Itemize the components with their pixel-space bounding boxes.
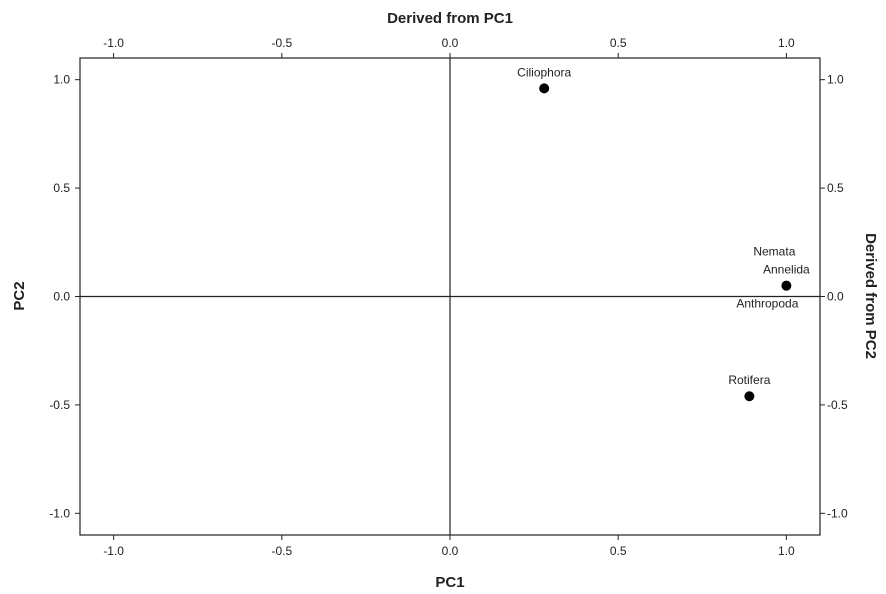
y-left-tick-label: 0.5 bbox=[53, 181, 70, 195]
y-right-tick-label: -1.0 bbox=[827, 506, 848, 520]
x-bottom-tick-label: 1.0 bbox=[778, 544, 795, 558]
x-top-tick-label: 0.0 bbox=[442, 36, 459, 50]
point-label: Ciliophora bbox=[517, 65, 571, 79]
y-right-tick-label: 0.0 bbox=[827, 290, 844, 304]
data-points: Ciliophora Rotifera Nemata Annelida Anthropo… bbox=[517, 65, 810, 402]
x-bottom-tick-label: -1.0 bbox=[103, 544, 124, 558]
point-label: Nemata bbox=[753, 245, 795, 259]
y-left-tick-label: -1.0 bbox=[49, 506, 70, 520]
point-label: Anthropoda bbox=[736, 297, 798, 311]
x-axis-title: PC1 bbox=[435, 574, 464, 591]
y-left-tick-label: -0.5 bbox=[49, 398, 70, 412]
y-right-tick-label: -0.5 bbox=[827, 398, 848, 412]
data-point bbox=[744, 391, 755, 402]
x-bottom-tick-label: 0.5 bbox=[610, 544, 627, 558]
point-label: Annelida bbox=[763, 263, 810, 277]
data-point bbox=[539, 83, 550, 94]
point-label: Rotifera bbox=[728, 373, 770, 387]
x-top-tick-label: -0.5 bbox=[271, 36, 292, 50]
top-axis-title: Derived from PC1 bbox=[387, 10, 513, 27]
y-left-tick-label: 0.0 bbox=[53, 290, 70, 304]
y-axis-title: PC2 bbox=[11, 281, 28, 310]
x-bottom-tick-label: 0.0 bbox=[442, 544, 459, 558]
x-top-tick-label: -1.0 bbox=[103, 36, 124, 50]
axis-ticks: -1.0 -1.0 -0.5 -0.5 0.0 0.0 0.5 0.5 1.0 1.0 -1.0 -1… bbox=[49, 36, 848, 558]
data-point bbox=[781, 280, 792, 291]
x-bottom-tick-label: -0.5 bbox=[271, 544, 292, 558]
y-left-tick-label: 1.0 bbox=[53, 73, 70, 87]
reference-lines bbox=[80, 58, 820, 535]
y-right-tick-label: 0.5 bbox=[827, 181, 844, 195]
y-right-tick-label: 1.0 bbox=[827, 73, 844, 87]
x-top-tick-label: 1.0 bbox=[778, 36, 795, 50]
right-axis-title: Derived from PC2 bbox=[862, 233, 879, 359]
x-top-tick-label: 0.5 bbox=[610, 36, 627, 50]
